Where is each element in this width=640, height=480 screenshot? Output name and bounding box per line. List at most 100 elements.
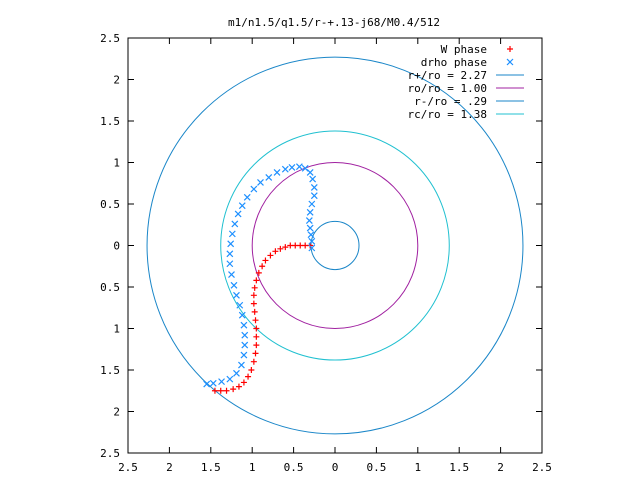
x-tick-label: 0 <box>332 461 339 474</box>
data-point <box>308 237 316 245</box>
data-point <box>209 379 217 387</box>
data-point <box>308 200 316 208</box>
y-tick-label: 1.5 <box>100 115 120 128</box>
data-point <box>233 291 240 299</box>
data-point <box>238 311 246 319</box>
y-tick-label: 2.5 <box>100 447 120 460</box>
data-point <box>240 379 247 386</box>
x-tick-label: 2 <box>497 461 504 474</box>
x-tick-label: 2 <box>166 461 173 474</box>
data-point <box>253 277 260 284</box>
data-point <box>241 341 249 349</box>
data-point <box>238 361 245 369</box>
data-point <box>255 269 262 276</box>
data-point <box>238 202 246 210</box>
x-tick-label: 2.5 <box>118 461 138 474</box>
data-point <box>250 292 257 299</box>
data-point <box>240 321 248 329</box>
data-point <box>277 245 284 252</box>
y-tick-label: 0.5 <box>100 198 120 211</box>
x-tick-label: 2.5 <box>532 461 552 474</box>
data-point <box>253 325 260 332</box>
x-tick-label: 1 <box>414 461 421 474</box>
legend-label: drho phase <box>421 56 487 69</box>
plot-frame: 2.5 2 1.5 1 0.5 0 0.5 1 1.5 2 2.52.521.510.500.511… <box>100 32 552 474</box>
legend-label: rc/ro = 1.38 <box>408 108 487 121</box>
data-point <box>253 342 260 349</box>
data-point <box>288 164 296 171</box>
data-point <box>228 271 235 278</box>
data-point <box>281 165 289 173</box>
y-tick-label: 2.5 <box>100 32 120 45</box>
data-point <box>228 230 236 238</box>
legend-label: r-/ro = .29 <box>414 95 487 108</box>
x-tick-label: 0.5 <box>366 461 386 474</box>
data-point <box>306 208 314 216</box>
data-point <box>310 192 318 200</box>
data-point <box>245 373 252 380</box>
series-1 <box>203 163 318 388</box>
data-point <box>252 350 259 357</box>
data-point <box>240 351 248 359</box>
series-0 <box>211 242 314 394</box>
data-point <box>287 242 294 249</box>
data-point <box>230 281 238 289</box>
data-point <box>230 386 237 393</box>
data-point <box>241 331 249 339</box>
chart-title: m1/n1.5/q1.5/r-+.13-j68/M0.4/512 <box>228 16 440 29</box>
data-point <box>308 244 316 252</box>
data-point <box>223 387 230 394</box>
data-point <box>265 174 273 181</box>
legend-label: ro/ro = 1.00 <box>408 82 487 95</box>
legend-label: W phase <box>441 43 487 56</box>
data-point <box>243 193 251 201</box>
circle-2 <box>310 220 360 271</box>
data-point <box>253 333 260 340</box>
data-point <box>211 387 218 394</box>
data-point <box>251 308 258 315</box>
data-point <box>218 378 225 386</box>
data-point <box>227 240 235 248</box>
x-tick-label: 1.5 <box>449 461 469 474</box>
data-point <box>295 163 303 171</box>
data-point <box>282 244 289 251</box>
data-point <box>272 248 279 255</box>
data-point <box>235 383 242 390</box>
data-point <box>250 358 257 365</box>
circle-0 <box>146 56 524 435</box>
data-point <box>252 317 259 324</box>
data-point <box>306 224 314 232</box>
legend-label: r+/ro = 2.27 <box>408 69 487 82</box>
data-point <box>236 301 244 309</box>
circle-3 <box>220 130 450 361</box>
y-tick-label: 1 <box>113 323 120 336</box>
data-point <box>226 375 234 383</box>
y-tick-label: 1 <box>113 157 120 170</box>
data-point <box>310 183 318 191</box>
data-point <box>231 220 239 228</box>
circle-1 <box>251 162 419 329</box>
y-tick-label: 2 <box>113 406 120 419</box>
data-point <box>250 185 258 193</box>
data-point <box>203 380 211 388</box>
legend-marker <box>507 46 513 52</box>
x-tick-label: 0.5 <box>284 461 304 474</box>
data-point <box>262 257 269 264</box>
data-point <box>307 231 315 239</box>
data-point <box>226 260 234 268</box>
data-point <box>301 164 309 172</box>
data-point <box>251 284 258 291</box>
data-point <box>226 250 234 258</box>
y-tick-label: 0 <box>113 240 120 253</box>
y-tick-label: 0.5 <box>100 281 120 294</box>
data-point <box>248 367 255 373</box>
data-point <box>273 169 281 176</box>
data-point <box>233 369 240 377</box>
y-tick-label: 1.5 <box>100 364 120 377</box>
x-tick-label: 1 <box>249 461 256 474</box>
data-point <box>234 210 242 218</box>
data-point <box>259 263 266 270</box>
data-point <box>250 300 257 307</box>
